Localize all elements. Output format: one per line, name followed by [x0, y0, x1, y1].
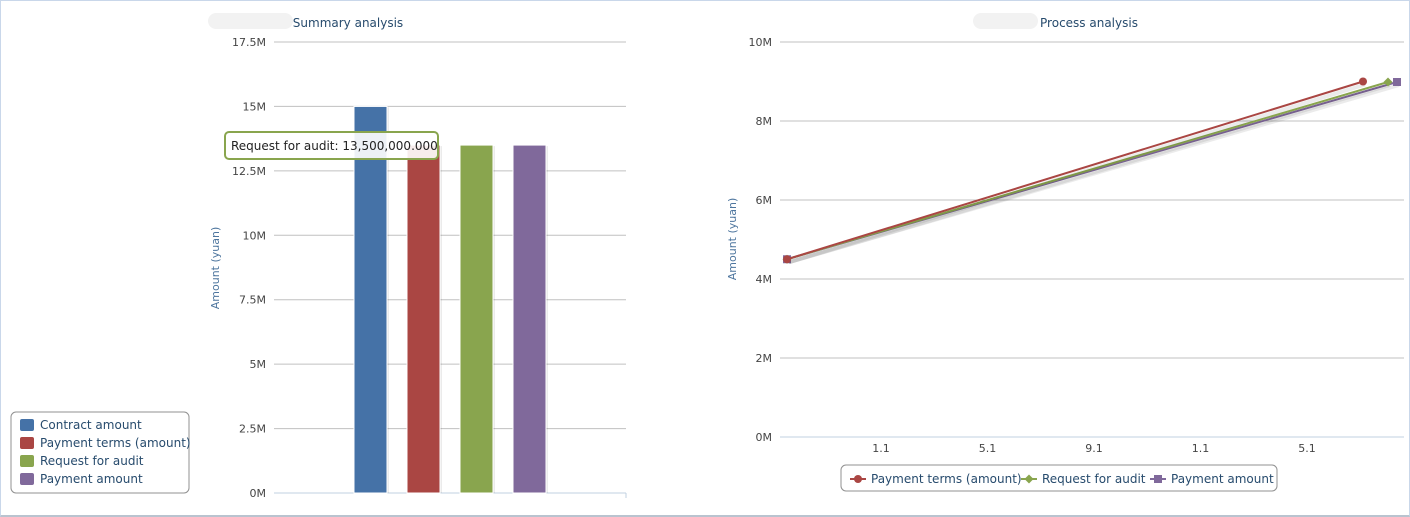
- x-tick-label: 1.1: [872, 442, 890, 455]
- series-line-shadow: [788, 83, 1391, 265]
- bar-payment-amount[interactable]: [512, 144, 547, 494]
- process-analysis-chart: Process analysis 0M 2M 4M 6M 8M 10M Amount (yua…: [680, 0, 1410, 517]
- summary-analysis-chart: Summary analysis 0M 2.5M 5M 7.5M 10M 12.5M 15M 1…: [0, 0, 680, 517]
- series-line: [786, 81, 1389, 261]
- y-tick-label: 15M: [243, 100, 267, 113]
- y-tick-label: 7.5M: [239, 294, 266, 307]
- title-redacted-block: [208, 13, 293, 29]
- legend-item[interactable]: Contract amount: [20, 418, 142, 432]
- legend-item[interactable]: Request for audit: [20, 454, 144, 468]
- y-tick-label: 4M: [756, 273, 773, 286]
- y-tick-label: 0M: [250, 487, 267, 500]
- legend-swatch: [20, 473, 34, 485]
- legend-label: Payment terms (amount): [871, 472, 1022, 486]
- y-tick-label: 0M: [756, 431, 773, 444]
- legend-label: Request for audit: [1042, 472, 1146, 486]
- y-tick-label: 10M: [749, 36, 773, 49]
- data-point[interactable]: [1359, 77, 1367, 86]
- title-redacted-block: [973, 13, 1038, 29]
- data-point[interactable]: [783, 255, 791, 264]
- tooltip-value: 13,500,000.000: [342, 139, 437, 153]
- legend-label: Payment amount: [40, 472, 143, 486]
- chart-title: Summary analysis: [293, 16, 403, 30]
- legend-label: Payment amount: [1171, 472, 1274, 486]
- legend-label: Request for audit: [40, 454, 144, 468]
- series-line-shadow: [788, 82, 1366, 265]
- data-point[interactable]: [1383, 77, 1393, 87]
- bar-payment-terms-amount[interactable]: [406, 144, 441, 494]
- y-tick-label: 10M: [243, 229, 267, 242]
- legend-item[interactable]: Payment amount: [1150, 472, 1274, 486]
- series-line: [786, 80, 1364, 261]
- legend-marker: [854, 475, 862, 483]
- legend: Contract amount Payment terms (amount) Req…: [10, 411, 191, 494]
- chart-title: Process analysis: [1040, 16, 1138, 30]
- legend-item[interactable]: Request for audit: [1021, 472, 1146, 486]
- tooltip: Request for audit: 13,500,000.000: [224, 131, 439, 160]
- tooltip-text: Request for audit: 13,500,000.000: [231, 139, 438, 153]
- y-axis-title: Amount (yuan): [209, 227, 222, 310]
- legend-swatch: [20, 419, 34, 431]
- x-tick-label: 9.1: [1085, 442, 1103, 455]
- tooltip-box: [224, 131, 439, 160]
- bar-contract-amount[interactable]: [353, 105, 388, 494]
- y-axis-title: Amount (yuan): [726, 198, 739, 281]
- summary-analysis-svg: Summary analysis 0M 2.5M 5M 7.5M 10M 12.5M 15M 1…: [10, 13, 627, 500]
- legend-item[interactable]: Payment terms (amount): [20, 436, 191, 450]
- y-tick-label: 5M: [250, 358, 267, 371]
- series-line-shadow: [788, 83, 1400, 265]
- y-tick-label: 17.5M: [232, 36, 266, 49]
- bar-request-for-audit[interactable]: [459, 144, 494, 494]
- legend-box: [10, 411, 190, 494]
- process-analysis-svg: Process analysis 0M 2M 4M 6M 8M 10M Amount (yua…: [726, 13, 1404, 492]
- x-tick-label: 5.1: [979, 442, 997, 455]
- y-tick-label: 6M: [756, 194, 773, 207]
- legend-item[interactable]: Payment amount: [20, 472, 143, 486]
- tooltip-series-name: Request for audit: [231, 139, 335, 153]
- data-point[interactable]: [1393, 78, 1401, 86]
- legend: Payment terms (amount) Request for audit P…: [840, 464, 1278, 492]
- y-tick-label: 12.5M: [232, 165, 266, 178]
- legend-item[interactable]: Payment terms (amount): [850, 472, 1022, 486]
- legend-box: [840, 464, 1278, 492]
- legend-marker: [1154, 475, 1162, 483]
- series-payment-terms-amount: [783, 77, 1367, 265]
- y-tick-label: 8M: [756, 115, 773, 128]
- x-tick-label: 1.1: [1192, 442, 1210, 455]
- legend-swatch: [20, 437, 34, 449]
- tooltip-separator: :: [335, 139, 343, 153]
- x-tick-label: 5.1: [1298, 442, 1316, 455]
- legend-label: Contract amount: [40, 418, 142, 432]
- y-tick-label: 2M: [756, 352, 773, 365]
- legend-marker: [1024, 474, 1034, 484]
- y-tick-label: 2.5M: [239, 423, 266, 436]
- legend-label: Payment terms (amount): [40, 436, 191, 450]
- legend-swatch: [20, 455, 34, 467]
